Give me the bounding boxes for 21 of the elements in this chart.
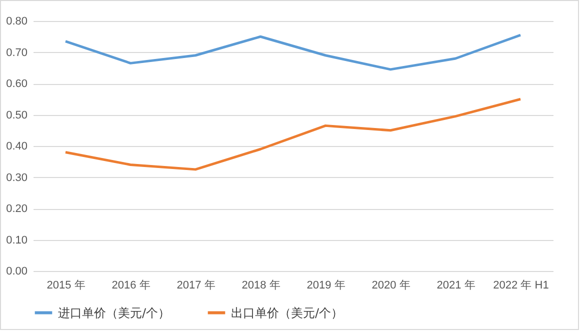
y-tick-label: 0.70 <box>6 46 28 59</box>
line-series <box>64 34 522 71</box>
line-series <box>64 98 522 171</box>
x-tick-label: 2016 年 <box>112 280 150 292</box>
x-tick-label: 2021 年 <box>436 280 476 292</box>
x-tick-label: 2022 年 H1 <box>493 280 549 292</box>
x-tick-label: 2020 年 <box>372 280 410 292</box>
x-tick-label: 2017 年 <box>176 280 216 292</box>
y-tick-label: 0.20 <box>6 203 28 215</box>
x-tick-label: 2019 年 <box>306 280 346 292</box>
legend-label: 进口单价（美元/个） <box>58 306 170 320</box>
y-tick-label: 0.30 <box>6 172 28 184</box>
x-tick-label: 2015 年 <box>46 280 86 292</box>
legend-label: 出口单价（美元/个） <box>231 306 344 320</box>
x-tick-label: 2018 年 <box>242 280 280 292</box>
y-tick-label: 0.60 <box>6 78 28 90</box>
y-tick-label: 0.80 <box>6 16 28 28</box>
y-tick-label: 0.10 <box>6 234 28 246</box>
y-tick-label: 0.50 <box>6 109 28 122</box>
y-tick-label: 0.00 <box>6 266 28 278</box>
y-tick-label: 0.40 <box>6 140 28 152</box>
